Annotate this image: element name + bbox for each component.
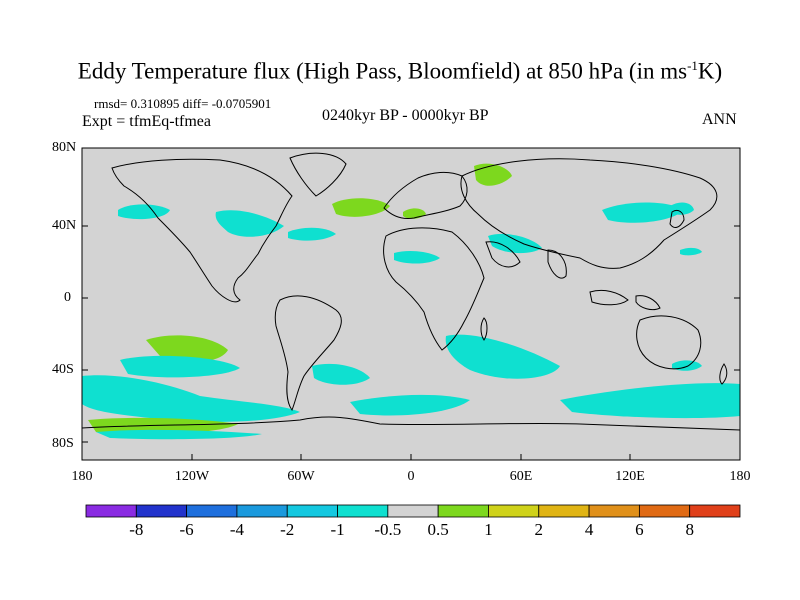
colorbar-label: 1: [484, 520, 493, 539]
region-barents: [474, 163, 512, 186]
colorbar-label: 0.5: [427, 520, 449, 539]
colorbar-swatch: [387, 504, 439, 518]
lat-label-40n: 40N: [52, 218, 77, 233]
season-label: ANN: [702, 111, 737, 128]
colorbar-label: -1: [330, 520, 345, 539]
region-sahara: [394, 250, 440, 264]
colorbar-swatch: [337, 504, 389, 518]
region-weddell: [96, 429, 262, 440]
colorbar-label: -0.5: [374, 520, 402, 539]
colorbar-label: 4: [584, 520, 594, 539]
region-nw-pacific: [680, 247, 702, 256]
region-southern-ocean-east: [560, 383, 740, 419]
lat-label-80n: 80N: [52, 140, 77, 155]
colorbar-label: -8: [129, 520, 144, 539]
colorbar-swatch: [689, 504, 741, 518]
lat-label-40s: 40S: [52, 362, 74, 377]
region-north-america-east: [215, 210, 284, 237]
colorbar-swatch: [538, 504, 590, 518]
region-east-asia: [602, 202, 684, 223]
colorbar-swatch: [236, 504, 288, 518]
region-s-pacific-cyan: [120, 355, 240, 378]
region-ross-sea: [88, 417, 238, 434]
colorbar-swatch: [85, 504, 137, 518]
colorbar-swatch: [437, 504, 489, 518]
region-n-atlantic-west: [288, 227, 336, 241]
period-label: 0240kyr BP - 0000kyr BP: [322, 107, 489, 124]
lon-label-0: 0: [407, 469, 415, 484]
lat-label-80s: 80S: [52, 436, 74, 451]
plot-title: Eddy Temperature flux (High Pass, Bloomf…: [77, 58, 723, 84]
colorbar-label: 2: [534, 520, 544, 539]
colorbar-label: -6: [179, 520, 194, 539]
region-japan: [670, 202, 694, 215]
colorbar-swatch: [488, 504, 540, 518]
region-southern-ocean-pacific: [82, 375, 300, 422]
colorbar-label: -2: [280, 520, 295, 539]
lon-label-120e: 120E: [615, 469, 645, 484]
lon-label-180e: 180: [729, 469, 751, 484]
map-frame: [81, 147, 741, 461]
stats-line: rmsd= 0.310895 diff= -0.0705901: [94, 96, 272, 111]
lat-label-0: 0: [64, 290, 71, 305]
colorbar-label: 6: [635, 520, 644, 539]
colorbar-swatch: [638, 504, 691, 518]
region-n-atlantic: [332, 198, 390, 217]
region-n-pacific-east: [118, 204, 170, 220]
lon-label-180w: 180: [71, 469, 93, 484]
colorbar-label: 8: [685, 520, 694, 539]
region-south-atlantic: [312, 363, 370, 385]
colorbar-swatch: [286, 504, 338, 518]
region-southern-ocean-atlantic: [350, 394, 470, 416]
region-s-pacific-green: [146, 335, 228, 363]
region-west-asia: [488, 233, 542, 254]
colorbar: [85, 504, 741, 518]
colorbar-swatch: [186, 504, 238, 518]
lon-label-60w: 60W: [287, 469, 315, 484]
lon-label-120w: 120W: [174, 469, 210, 484]
lon-label-60e: 60E: [509, 469, 533, 484]
colorbar-swatch: [135, 504, 188, 518]
colorbar-swatch: [588, 504, 640, 518]
colorbar-label: -4: [229, 520, 245, 539]
anomaly-regions: [82, 163, 740, 440]
coastlines: [81, 152, 741, 431]
experiment-label: Expt = tfmEq-tfmea: [82, 113, 211, 130]
region-southern-ocean-indian: [445, 334, 560, 379]
